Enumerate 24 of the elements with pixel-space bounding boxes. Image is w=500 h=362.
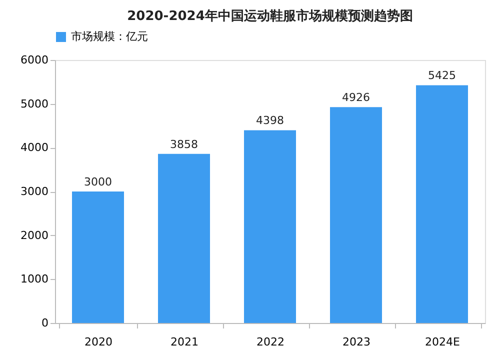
y-tick-label: 6000 xyxy=(20,54,48,66)
legend-label: 市场规模：亿元 xyxy=(71,30,148,43)
bar xyxy=(158,154,210,323)
bar xyxy=(330,107,382,323)
data-label: 5425 xyxy=(428,69,456,82)
y-tick-label: 1000 xyxy=(20,272,48,286)
bar xyxy=(72,192,124,323)
chart-title: 2020-2024年中国运动鞋服市场规模预测趋势图 xyxy=(127,8,413,24)
bar xyxy=(244,130,296,323)
x-tick-label: 2022 xyxy=(256,336,284,348)
x-tick-label: 2021 xyxy=(170,336,198,348)
y-tick-label: 4000 xyxy=(20,141,48,154)
data-label: 3858 xyxy=(170,138,198,151)
data-label: 4398 xyxy=(256,114,284,128)
y-tick-label: 3000 xyxy=(20,185,48,198)
x-tick-label: 2024E xyxy=(425,336,460,348)
data-label: 3000 xyxy=(84,176,112,188)
y-tick-label: 0 xyxy=(42,316,48,330)
y-tick-label: 5000 xyxy=(20,97,48,110)
x-tick-label: 2023 xyxy=(342,336,370,348)
y-tick-label: 2000 xyxy=(20,228,48,242)
x-tick-label: 2020 xyxy=(84,336,112,348)
bar xyxy=(416,85,468,323)
data-label: 4926 xyxy=(342,91,370,104)
